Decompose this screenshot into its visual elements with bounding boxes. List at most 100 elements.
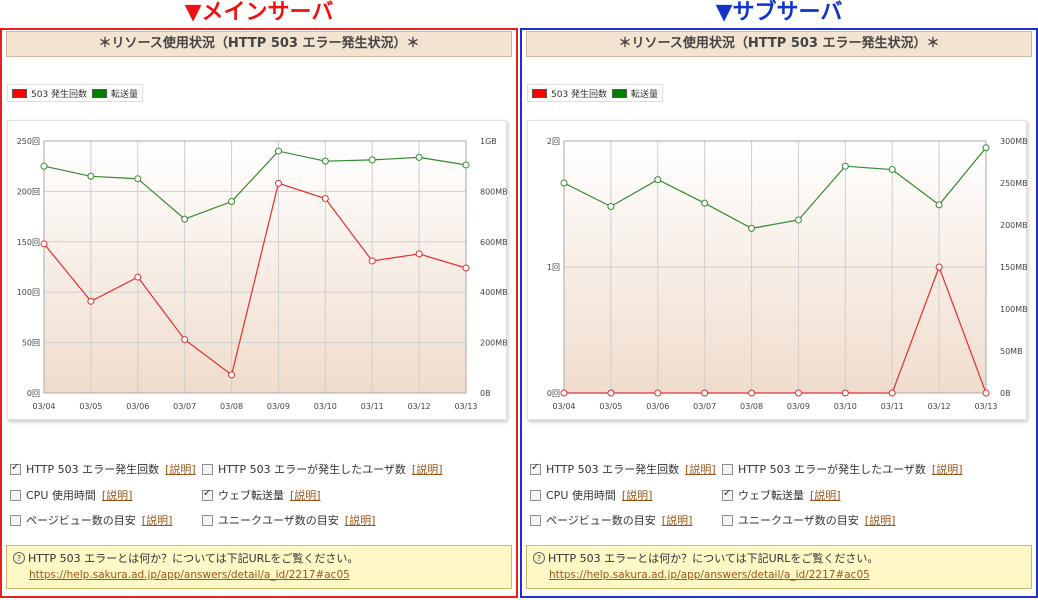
help-link[interactable]: [説明] [661, 514, 693, 527]
sub-server-heading: ▼サブサーバ [715, 0, 843, 25]
series-point [841, 389, 849, 397]
option-label: HTTP 503 エラーが発生したユーザ数 [218, 463, 406, 476]
info-url-link[interactable]: https://help.sakura.ad.jp/app/answers/de… [29, 569, 350, 581]
series-point [888, 389, 896, 397]
info-box: ? HTTP 503 エラーとは何か？については下記URLをご覧ください。 ht… [6, 545, 512, 589]
option-web-transfer[interactable]: ウェブ転送量 [説明] [202, 487, 321, 503]
checkbox-checked[interactable] [202, 488, 213, 501]
sub-server-panel: ＊リソース使用状況（HTTP 503 エラー発生状況）＊ 503 発生回数 転送… [520, 28, 1038, 598]
series-point [228, 371, 236, 379]
right-axis-tick-label: 150MB [1000, 263, 1028, 272]
info-text: HTTP 503 エラーとは何か？については下記URLをご覧ください。 [548, 552, 879, 565]
resource-chart: 250回 200回 150回 100回 50回 0回 1GB 800MB 600MB 400MB 2… [7, 120, 508, 420]
legend-item-503: 503 発生回数 [532, 87, 607, 100]
help-link[interactable]: [説明] [141, 514, 173, 527]
x-axis-tick-label: 03/09 [267, 402, 290, 411]
series-point [274, 179, 282, 187]
series-point [134, 273, 142, 281]
help-link[interactable]: [説明] [290, 489, 321, 502]
option-label: CPU 使用時間 [26, 489, 96, 502]
checkbox-unchecked[interactable] [10, 489, 21, 501]
option-503-users[interactable]: HTTP 503 エラーが発生したユーザ数 [説明] [722, 461, 963, 477]
checkbox-unchecked[interactable] [202, 463, 213, 475]
checkbox-checked[interactable] [10, 462, 21, 475]
series-point [87, 172, 95, 180]
legend-swatch-green [612, 88, 628, 98]
checkbox-unchecked[interactable] [10, 514, 21, 526]
help-link[interactable]: [説明] [810, 489, 841, 502]
x-axis-tick-label: 03/06 [646, 402, 669, 411]
checkbox-checked[interactable] [722, 488, 733, 501]
help-link[interactable]: [説明] [165, 463, 196, 476]
legend-label: 転送量 [631, 89, 659, 100]
series-point [40, 162, 48, 170]
series-point [368, 257, 376, 265]
series-point [462, 161, 470, 169]
option-pageviews[interactable]: ページビュー数の目安 [説明] [530, 512, 692, 528]
right-axis-tick-label: 200MB [1000, 221, 1028, 230]
legend-label: 503 発生回数 [551, 89, 608, 100]
series-line [43, 150, 467, 220]
series-point [607, 203, 615, 211]
x-axis-tick-label: 03/05 [599, 402, 622, 411]
series-line [43, 182, 467, 376]
series-point [794, 389, 802, 397]
help-link[interactable]: [説明] [864, 514, 896, 527]
series-point [415, 250, 423, 258]
help-link[interactable]: [説明] [621, 489, 653, 502]
option-pageviews[interactable]: ページビュー数の目安 [説明] [10, 512, 172, 528]
option-label: ページビュー数の目安 [546, 514, 656, 527]
series-point [87, 297, 95, 305]
help-link[interactable]: [説明] [685, 463, 716, 476]
checkbox-checked[interactable] [530, 462, 541, 475]
series-point [181, 215, 189, 223]
option-unique-users[interactable]: ユニークユーザ数の目安 [説明] [722, 512, 895, 528]
x-axis-tick-label: 03/10 [834, 402, 857, 411]
checkbox-unchecked[interactable] [530, 514, 541, 526]
help-link[interactable]: [説明] [411, 463, 443, 476]
option-label: ユニークユーザ数の目安 [738, 514, 859, 527]
option-503-count[interactable]: HTTP 503 エラー発生回数 [説明] [530, 461, 716, 477]
option-cpu-time[interactable]: CPU 使用時間 [説明] [10, 487, 132, 503]
plot-area [44, 141, 466, 393]
checkbox-unchecked[interactable] [530, 489, 541, 501]
option-503-count[interactable]: HTTP 503 エラー発生回数 [説明] [10, 461, 196, 477]
option-unique-users[interactable]: ユニークユーザ数の目安 [説明] [202, 512, 375, 528]
left-axis-tick-label: 2回 [547, 137, 560, 146]
checkbox-unchecked[interactable] [722, 463, 733, 475]
legend-swatch-red [532, 88, 547, 98]
question-bubble-icon: ? [533, 552, 545, 564]
option-label: ウェブ転送量 [218, 489, 284, 502]
checkbox-unchecked[interactable] [202, 514, 213, 526]
option-label: ページビュー数の目安 [26, 514, 136, 527]
legend-item-503: 503 発生回数 [12, 87, 87, 100]
left-axis-tick-label: 0回 [27, 389, 40, 398]
series-point [935, 201, 943, 209]
series-point [274, 147, 282, 155]
x-axis-tick-label: 03/13 [454, 402, 477, 411]
series-point [368, 156, 376, 164]
right-axis-tick-label: 300MB [1000, 137, 1028, 146]
help-link[interactable]: [説明] [344, 514, 376, 527]
option-cpu-time[interactable]: CPU 使用時間 [説明] [530, 487, 652, 503]
option-web-transfer[interactable]: ウェブ転送量 [説明] [722, 487, 841, 503]
legend-swatch-red [12, 88, 27, 98]
series-point [321, 157, 329, 165]
legend-swatch-green [92, 88, 108, 98]
resource-chart: 2回 1回 0回 300MB 250MB 200MB 150MB 100MB 50MB 0B 03/… [527, 120, 1028, 420]
checkbox-unchecked[interactable] [722, 514, 733, 526]
right-axis-tick-label: 1GB [480, 137, 497, 146]
x-axis-tick-label: 03/12 [928, 402, 951, 411]
help-link[interactable]: [説明] [101, 489, 133, 502]
right-axis-tick-label: 200MB [480, 339, 508, 348]
option-503-users[interactable]: HTTP 503 エラーが発生したユーザ数 [説明] [202, 461, 443, 477]
x-axis-tick-label: 03/08 [740, 402, 763, 411]
help-link[interactable]: [説明] [931, 463, 963, 476]
info-url-link[interactable]: https://help.sakura.ad.jp/app/answers/de… [549, 569, 870, 581]
chart-legend: 503 発生回数 転送量 [527, 84, 664, 102]
x-axis-tick-label: 03/08 [220, 402, 243, 411]
right-axis-tick-label: 600MB [480, 238, 508, 247]
series-point [935, 263, 943, 271]
option-label: HTTP 503 エラー発生回数 [26, 463, 160, 476]
right-axis-tick-label: 400MB [480, 288, 508, 297]
